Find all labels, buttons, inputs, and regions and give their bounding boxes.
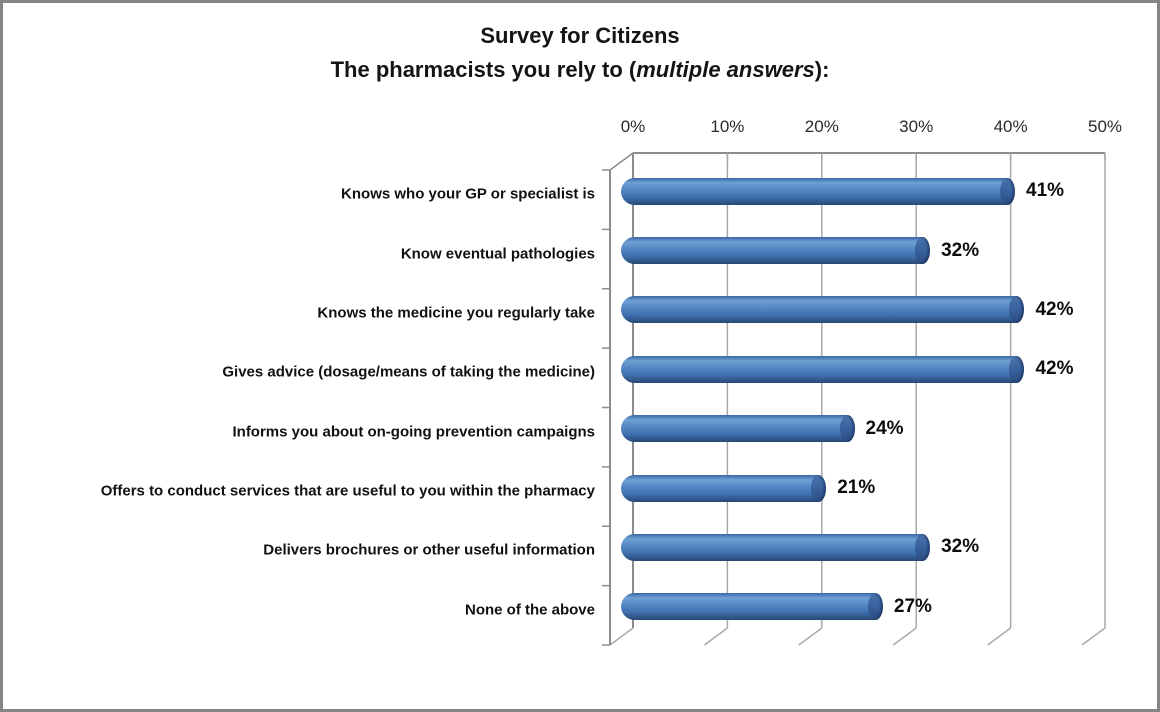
category-label-text: Informs you about on-going prevention ca… [232, 423, 595, 441]
gridline-floor-edge [1081, 627, 1106, 646]
category-label: None of the above [39, 599, 595, 620]
bar [621, 533, 931, 561]
category-label-text: Knows the medicine you regularly take [317, 304, 595, 322]
bar-end-cap [1000, 177, 1016, 205]
bar [621, 237, 931, 265]
data-label: 21% [837, 477, 876, 499]
x-axis-tick-label: 0% [620, 117, 646, 136]
data-label: 42% [1035, 358, 1074, 380]
bar-end-cap [839, 415, 855, 443]
bar [621, 415, 855, 443]
chart-title-italic: multiple answers [636, 57, 815, 82]
bar-end-cap [1009, 355, 1025, 383]
x-axis-tick-label: 30% [899, 117, 934, 136]
gridline-floor-edge [703, 627, 728, 646]
bar [621, 296, 1025, 324]
chart-title-line2: The pharmacists you rely to (multiple an… [330, 57, 830, 82]
data-label: 42% [1035, 298, 1074, 320]
x-axis-tick-label: 10% [710, 117, 745, 136]
bar [621, 177, 1016, 205]
bar-end-cap [915, 237, 931, 265]
data-label: 24% [865, 417, 904, 439]
bar [621, 355, 1025, 383]
category-label: Delivers brochures or other useful infor… [39, 540, 595, 561]
back-wall-top-edge [609, 152, 634, 171]
x-axis-tick-label: 40% [993, 117, 1028, 136]
category-label-text: Know eventual pathologies [400, 245, 595, 263]
bar-end-cap [867, 593, 883, 621]
gridline-floor-edge [798, 627, 823, 646]
category-label: Gives advice (dosage/means of taking the… [39, 362, 595, 383]
gridline-floor-edge [609, 627, 634, 646]
category-label: Offers to conduct services that are usef… [39, 481, 595, 502]
category-label-text: Gives advice (dosage/means of taking the… [222, 363, 595, 381]
x-axis-tick-label: 20% [804, 117, 839, 136]
bar-end-cap [1009, 296, 1025, 324]
data-label: 32% [941, 536, 980, 558]
data-label: 27% [893, 595, 932, 617]
data-label: 41% [1026, 180, 1065, 202]
category-label-text: None of the above [464, 601, 595, 619]
data-label: 32% [941, 239, 980, 261]
category-label-text: Offers to conduct services that are usef… [100, 482, 595, 500]
chart-title-line1: Survey for Citizens [480, 23, 680, 48]
bar-end-cap [915, 533, 931, 561]
category-label-text: Delivers brochures or other useful infor… [263, 541, 595, 559]
category-label: Know eventual pathologies [39, 243, 595, 264]
category-label-text: Knows who your GP or specialist is [341, 185, 595, 203]
category-label: Knows the medicine you regularly take [39, 302, 595, 323]
category-label: Knows who your GP or specialist is [39, 184, 595, 205]
gridline-floor-edge [987, 627, 1012, 646]
bar [621, 474, 827, 502]
bar [621, 593, 883, 621]
gridline-floor-edge [892, 627, 917, 646]
category-label: Informs you about on-going prevention ca… [39, 421, 595, 442]
bar-end-cap [811, 474, 827, 502]
x-axis-tick-label: 50% [1087, 117, 1123, 136]
chart-title: Survey for Citizens The pharmacists you … [3, 19, 1157, 87]
